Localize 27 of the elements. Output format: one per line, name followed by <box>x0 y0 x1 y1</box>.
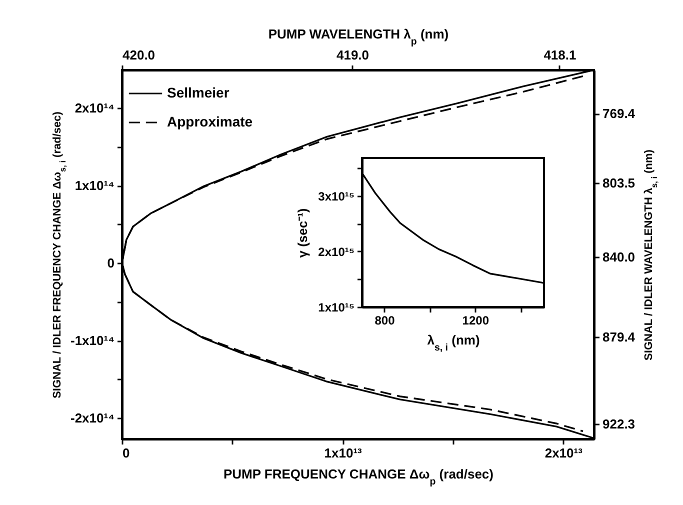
x-tick-label: 2x10¹³ <box>544 446 584 460</box>
x2-tick-label: 419.0 <box>336 48 370 62</box>
x2-tick-label: 420.0 <box>122 48 156 62</box>
y2-tick-label: 769.4 <box>602 106 636 122</box>
y-tick-label: 1x10¹⁵ <box>318 300 354 314</box>
y-tick-label: -1x10¹⁴ <box>70 333 114 348</box>
x2-tick-label: 418.1 <box>544 48 576 62</box>
y2-tick-label: 879.4 <box>602 330 636 345</box>
y-tick-label: 2x10¹⁴ <box>74 100 114 116</box>
y-tick-label: -2x10¹⁴ <box>70 410 114 426</box>
x-tick-label: 0 <box>122 446 130 460</box>
y-tick-label: 3x10¹⁵ <box>318 189 354 204</box>
x-tick-label: 1200 <box>462 314 490 328</box>
y-tick-label: 2x10¹⁵ <box>318 244 354 259</box>
y2-tick-label: 922.3 <box>602 416 636 432</box>
legend-label: Approximate <box>167 114 253 130</box>
x-axis-title: λ$_{s, i}$ (nm) <box>427 332 480 353</box>
legend-label: Sellmeier <box>167 84 230 100</box>
x-axis-title: PUMP FREQUENCY CHANGE Δω$_{p}$ (rad/sec) <box>224 466 494 487</box>
y2-tick-label: 803.5 <box>602 175 636 190</box>
y-axis-title: γ (sec⁻¹) <box>295 208 310 258</box>
y-tick-label: 1x10¹⁴ <box>74 178 114 194</box>
y-tick-label: 0 <box>107 256 114 271</box>
x2-axis-title: PUMP WAVELENGTH λ$_{p}$ (nm) <box>268 26 449 47</box>
x-tick-label: 1x10¹³ <box>324 446 363 460</box>
y2-tick-label: 840.0 <box>602 250 636 265</box>
x-tick-label: 800 <box>374 314 396 328</box>
